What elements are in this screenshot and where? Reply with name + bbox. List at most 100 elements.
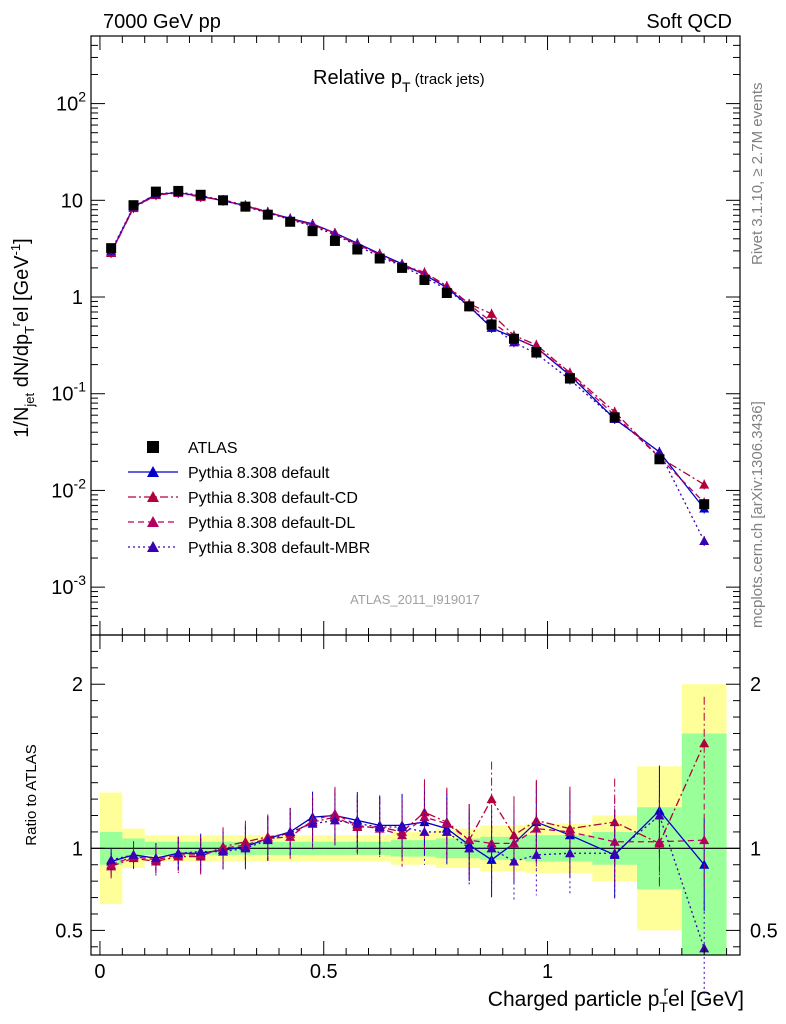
ratio-point [699,738,710,748]
ratio-point [609,848,620,858]
ratio-point [486,843,497,853]
atlas-point [195,189,206,200]
legend-marker [147,541,159,552]
atlas-point [240,201,251,212]
ratio-point [374,822,385,831]
ratio-y-tick-label: 0.5 [55,920,83,942]
y-tick-label: 102 [56,89,86,116]
atlas-point [128,200,139,211]
legend-marker [147,491,159,502]
x-tick-label: 0.5 [310,961,338,983]
atlas-point [397,262,408,273]
ratio-point [699,943,710,953]
ratio-point [486,838,497,848]
ratio-point [352,818,363,828]
series-line-4 [110,191,705,542]
y-label-f: el [GeV [11,255,33,322]
x-tick-label: 1 [542,961,553,983]
atlas-point [564,373,575,384]
ratio-line-0 [110,809,705,866]
ratio-point [531,849,542,859]
y-label-h: ] [11,238,33,244]
main-title-text: Relative p [313,67,402,89]
ratio-point [329,808,340,818]
legend: ATLAS Pythia 8.308 default Pythia 8.308 de… [128,440,370,557]
ratio-point [397,830,408,840]
data-point [699,479,710,489]
ratio-y-tick-label-right: 2 [750,674,761,696]
main-title-suffix: (track jets) [411,71,485,88]
ratio-point [531,823,542,833]
x-axis-label: Charged particle pTrel [GeV] [488,983,744,1015]
atlas-point [262,209,273,220]
ratio-point [285,826,296,836]
data-point [699,536,710,546]
ratio-point [329,815,340,825]
atlas-point [285,216,296,227]
ratio-point [240,843,251,853]
y-axis-label: 1/Njet dN/dpTrel [GeV-1] [8,238,37,437]
ratio-y-tick-label: 2 [72,674,83,696]
atlas-point [609,412,620,423]
ratio-y-tick-label: 1 [72,838,83,860]
series-line-1 [110,191,705,509]
x-label-a: Charged particle p [488,988,660,1011]
ratio-point [106,854,117,864]
data-point [486,308,497,318]
ratio-point [150,853,161,863]
atlas-point [486,319,497,330]
y-label-g: -1 [8,244,23,256]
ratio-point [285,831,296,841]
ratio-point [564,848,575,858]
atlas-point [464,301,475,312]
x-label-c: r [663,983,668,999]
x-tick-label: 0 [94,961,105,983]
atlas-point [307,226,318,237]
main-title: Relative pT (track jets) [313,67,485,95]
header-right: Soft QCD [646,11,732,33]
atlas-point [150,186,161,197]
ratio-point [464,843,475,853]
y-label-c: dN/dp [11,334,33,393]
atlas-point [329,235,340,246]
legend-marker [147,516,159,527]
ratio-point [419,812,430,822]
side-label-rivet: Rivet 3.1.10, ≥ 2.7M events [749,83,766,266]
series-line-3 [110,191,705,503]
y-label-e: r [8,321,23,326]
side-label-mcplots: mcplots.cern.ch [arXiv:1306.3436] [749,401,766,628]
ratio-point [173,848,184,858]
ratio-plot: 0 0.5 1 0.5 0.5 1 1 2 2 [55,634,778,995]
watermark: ATLAS_2011_I919017 [350,592,480,607]
atlas-point [654,454,665,465]
ratio-line-2 [110,813,705,866]
atlas-point [699,499,710,510]
y-tick-label: 10-2 [51,475,86,502]
y-tick-label: 10-1 [51,379,86,406]
atlas-point [441,288,452,299]
atlas-point [352,244,363,255]
legend-label: Pythia 8.308 default-CD [188,490,358,507]
atlas-point [173,185,184,196]
ratio-point [419,807,430,817]
ratio-point [699,835,710,845]
ratio-point [486,794,497,804]
x-label-b: T [659,999,668,1015]
atlas-point [218,195,229,206]
ratio-point [307,818,318,828]
main-title-sub: T [402,79,411,95]
y-label-d: T [22,326,37,334]
y-label-a: 1/N [11,407,33,438]
legend-label: Pythia 8.308 default-DL [188,515,355,532]
ratio-point [397,822,408,831]
x-label-d: el [GeV] [668,988,744,1011]
y-ratio-axis-label: Ratio to ATLAS [23,744,40,845]
atlas-point [419,274,430,285]
ratio-y-tick-label-right: 1 [750,838,761,860]
legend-label: ATLAS [188,440,238,457]
ratio-point [441,826,452,836]
ratio-point [419,826,430,836]
y-tick-label: 1 [72,287,83,309]
atlas-point [374,253,385,264]
